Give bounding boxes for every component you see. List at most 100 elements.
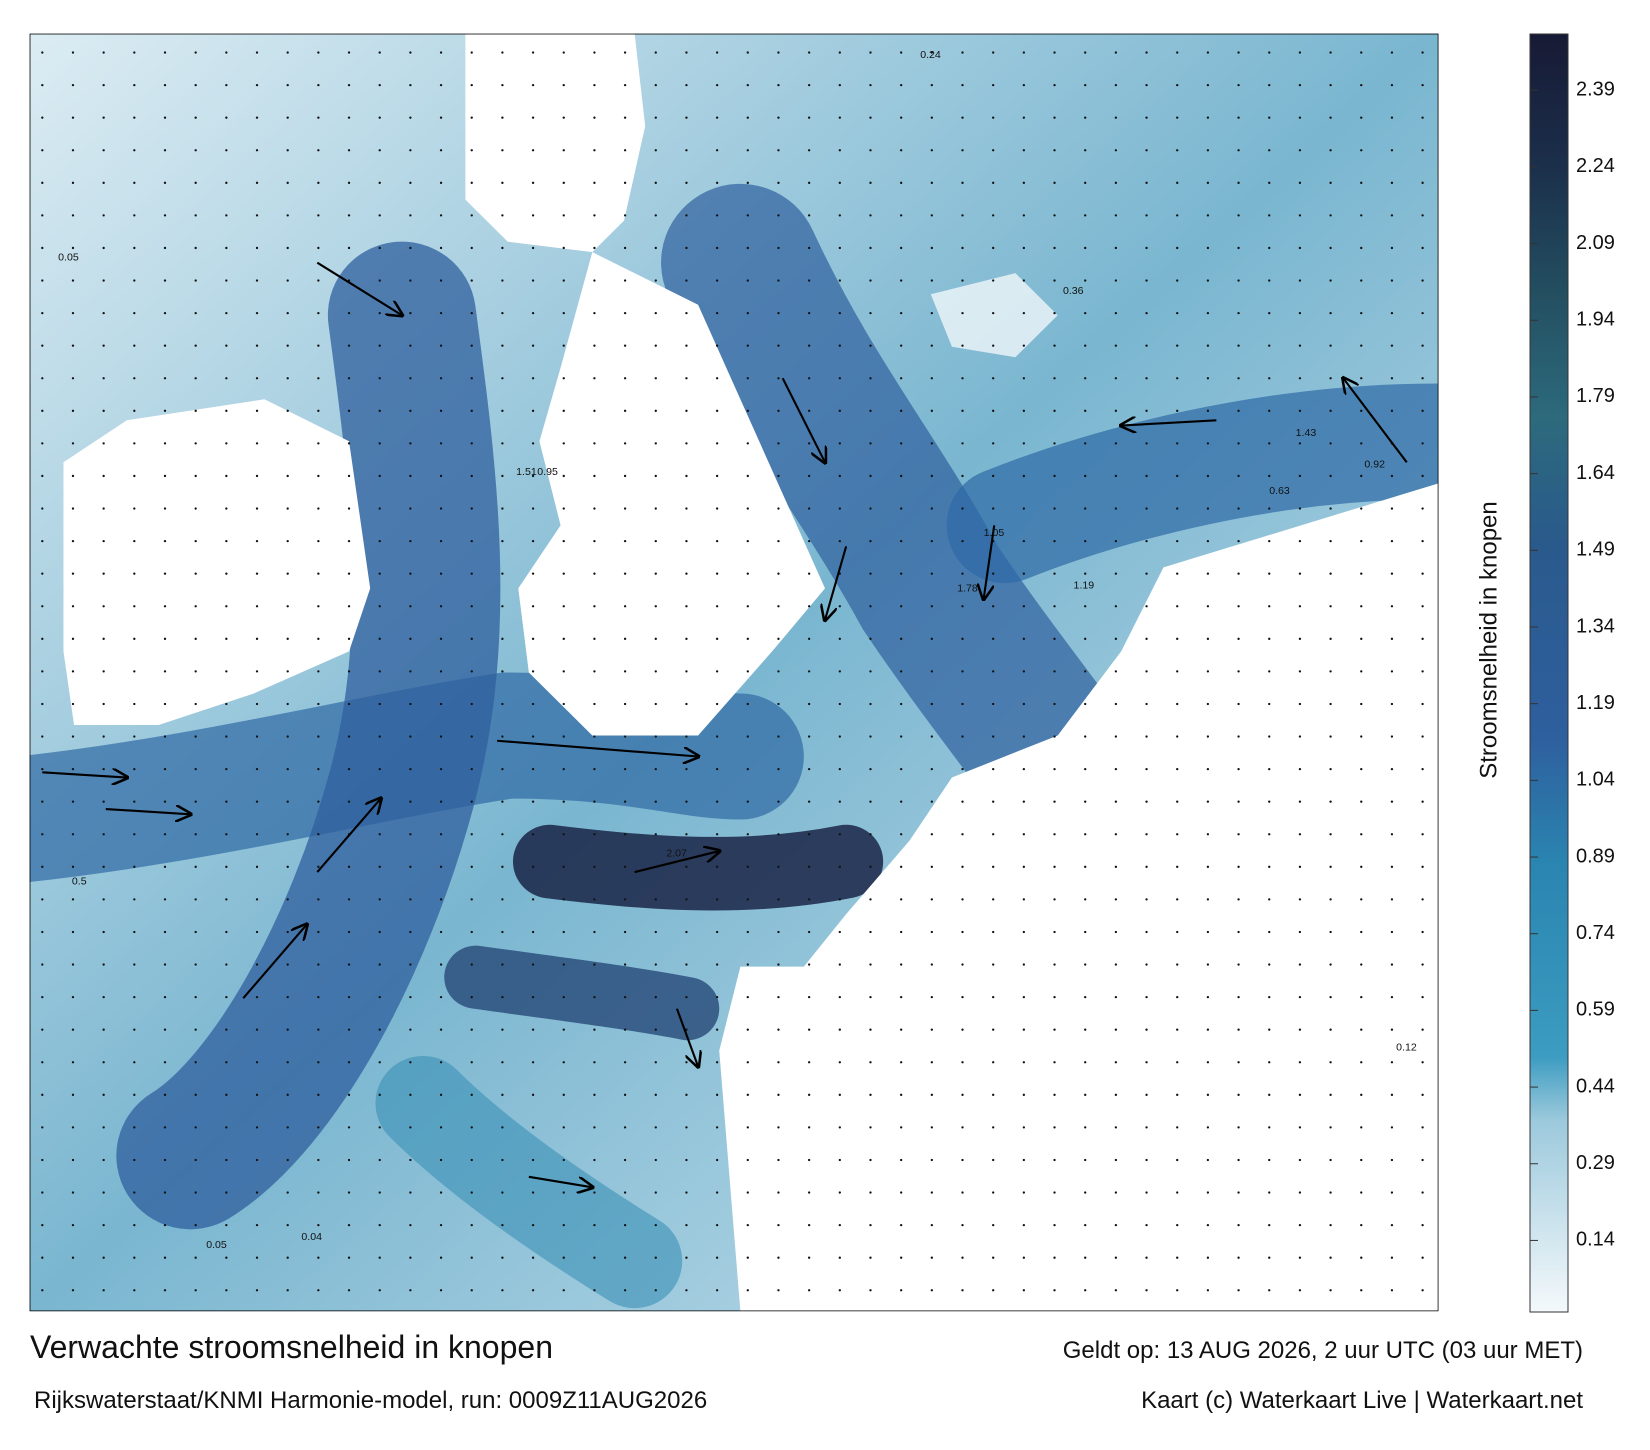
grid-dot [1298,735,1302,738]
grid-dot [562,149,565,152]
grid-dot [255,279,259,282]
grid-dot [255,1256,259,1259]
grid-dot [777,344,780,347]
grid-dot [71,214,75,217]
grid-dot [930,149,933,152]
grid-dot [1145,605,1148,608]
grid-dot [1237,507,1240,510]
grid-dot [1421,507,1424,510]
grid-dot [1022,670,1026,673]
grid-dot [439,539,443,543]
current-label: 1.43 [1296,427,1317,439]
grid-dot [1268,51,1271,54]
grid-dot [470,507,473,510]
grid-dot [1390,1126,1394,1129]
current-label: 0.36 [1063,285,1084,297]
grid-dot [531,670,535,673]
grid-dot [133,474,136,478]
grid-dot [286,800,289,803]
grid-dot [1206,1061,1210,1064]
title: Verwachte stroomsnelheid in knopen [30,1329,553,1365]
grid-dot [1268,1191,1271,1194]
grid-dot [194,1191,197,1194]
grid-dot [1084,246,1087,250]
grid-dot [225,279,228,282]
grid-dot [102,898,105,901]
grid-dot [1145,1289,1148,1292]
grid-dot [163,898,167,901]
grid-dot [225,1158,228,1162]
grid-dot [286,1256,289,1259]
grid-dot [715,1223,719,1227]
grid-dot [1176,507,1179,510]
grid-dot [1114,865,1118,868]
grid-dot [961,1158,964,1162]
grid-dot [133,930,136,934]
grid-dot [623,214,627,217]
grid-dot [1390,833,1394,836]
grid-dot [1145,702,1148,706]
grid-dot [501,181,504,184]
grid-dot [562,833,565,836]
grid-dot [378,181,381,184]
grid-dot [1268,1093,1271,1096]
grid-dot [992,246,995,250]
grid-dot [562,702,565,706]
grid-dot [807,1158,811,1162]
grid-dot [1084,1256,1087,1259]
grid-dot [531,1191,535,1194]
grid-dot [685,995,688,999]
grid-dot [439,474,443,478]
grid-dot [746,1289,749,1292]
grid-dot [1114,311,1118,315]
grid-dot [1390,930,1394,934]
grid-dot [102,735,105,738]
grid-dot [1390,409,1394,412]
grid-dot [501,702,504,706]
grid-dot [1360,83,1363,87]
grid-dot [838,702,841,706]
grid-dot [1237,214,1240,217]
grid-dot [286,1126,289,1129]
grid-dot [1329,833,1332,836]
grid-dot [409,995,412,999]
grid-dot [1360,1191,1363,1194]
grid-dot [654,214,657,217]
grid-dot [255,83,259,87]
grid-dot [1084,572,1087,575]
grid-dot [746,1158,749,1162]
grid-dot [961,51,964,54]
grid-dot [1206,833,1210,836]
grid-dot [1084,800,1087,803]
grid-dot [71,442,75,445]
grid-dot [163,149,167,152]
grid-dot [869,572,872,575]
grid-dot [1237,572,1240,575]
grid-dot [71,637,75,640]
grid-dot [1237,344,1240,347]
grid-dot [41,1223,44,1227]
grid-dot [194,83,197,87]
grid-dot [1421,637,1424,640]
grid-dot [163,507,167,510]
grid-dot [1145,735,1148,738]
grid-dot [593,181,596,184]
grid-dot [838,1158,841,1162]
grid-dot [562,1289,565,1292]
grid-dot [1176,800,1179,803]
grid-dot [1421,83,1424,87]
colorbar-tick-label: 0.59 [1576,999,1615,1021]
grid-dot [593,539,596,543]
grid-dot [501,377,504,380]
grid-dot [1176,311,1179,315]
grid-dot [869,149,872,152]
grid-dot [869,51,872,54]
grid-dot [654,1126,657,1129]
grid-dot [470,311,473,315]
grid-dot [838,1191,841,1194]
grid-dot [1176,1061,1179,1064]
grid-dot [961,442,964,445]
grid-dot [654,377,657,380]
grid-dot [102,377,105,380]
grid-dot [654,702,657,706]
